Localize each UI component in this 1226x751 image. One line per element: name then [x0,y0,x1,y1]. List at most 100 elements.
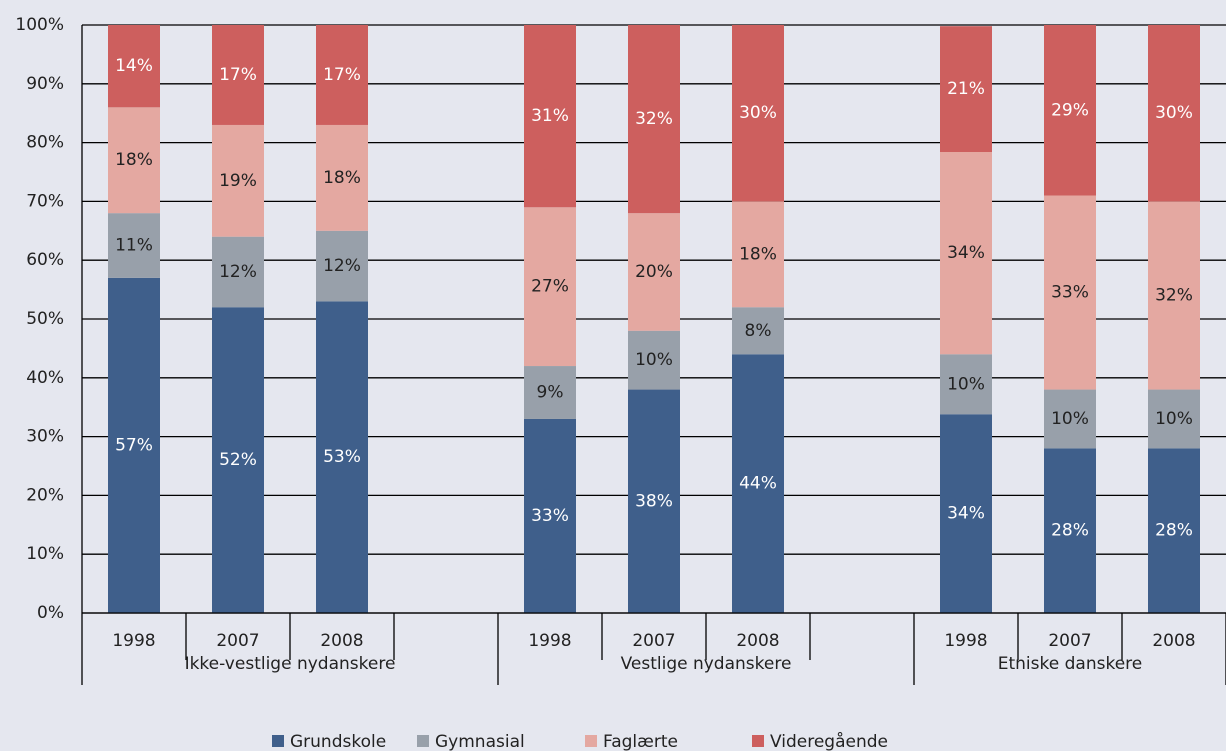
y-tick-label: 0% [37,603,64,623]
y-tick-label: 10% [26,544,64,564]
bar-segment [316,25,368,125]
bar-segment [940,152,992,355]
legend-swatch [585,735,597,747]
data-label: 18% [115,150,153,170]
bar-segment [316,301,368,613]
bar-segment [732,354,784,613]
y-tick-label: 60% [26,250,64,270]
data-label: 32% [1155,285,1193,305]
x-tick-label: 1998 [944,631,987,651]
legend-label: Faglærte [603,732,678,751]
bar-segment [524,418,576,613]
bar-segment [212,236,264,308]
group-label: Vestlige nydanskere [621,654,792,674]
bar-segment [1148,389,1200,449]
bar-segment [1044,25,1096,196]
bar-segment [732,25,784,202]
data-label: 33% [1051,283,1089,303]
data-label: 17% [323,65,361,85]
group-label: Etniske danskere [998,654,1142,674]
y-tick-label: 70% [26,191,64,211]
legend-swatch [752,735,764,747]
data-label: 10% [1051,409,1089,429]
data-label: 17% [219,65,257,85]
bar-segment [108,277,160,613]
data-label: 9% [537,383,564,403]
bar-segment [628,330,680,390]
legend-swatch [417,735,429,747]
x-tick-label: 2007 [632,631,675,651]
data-label: 21% [947,79,985,99]
bar-segment [524,207,576,367]
bar-segment [212,25,264,125]
bar-segment [1044,448,1096,613]
data-label: 34% [947,504,985,524]
data-label: 34% [947,243,985,263]
data-label: 33% [531,506,569,526]
bar-segment [628,389,680,613]
x-tick-label: 2008 [320,631,363,651]
y-tick-label: 90% [26,74,64,94]
bar-segment [732,307,784,355]
y-tick-label: 40% [26,368,64,388]
y-tick-label: 50% [26,309,64,329]
bar-segment [212,307,264,613]
data-label: 18% [739,244,777,264]
data-label: 14% [115,56,153,76]
data-label: 52% [219,450,257,470]
data-label: 12% [323,256,361,276]
data-label: 10% [635,350,673,370]
bar-segment [524,25,576,208]
bar-segment [628,25,680,214]
bar-segment [316,230,368,302]
data-label: 53% [323,447,361,467]
data-label: 12% [219,262,257,282]
bar-segment [108,107,160,214]
bar-segment [940,414,992,613]
bar-segment [1148,201,1200,390]
data-label: 32% [635,109,673,129]
data-label: 28% [1051,521,1089,541]
data-label: 28% [1155,521,1193,541]
y-tick-label: 80% [26,133,64,153]
bar-segment [1148,25,1200,202]
data-label: 20% [635,262,673,282]
x-tick-label: 1998 [112,631,155,651]
x-tick-label: 2007 [1048,631,1091,651]
data-label: 30% [739,103,777,123]
x-tick-label: 2007 [216,631,259,651]
data-label: 38% [635,491,673,511]
data-label: 30% [1155,103,1193,123]
data-label: 19% [219,171,257,191]
bar-segment [108,213,160,278]
legend-swatch [272,735,284,747]
bar-segment [940,354,992,415]
bar-segment [628,213,680,331]
bar-segment [316,124,368,231]
data-label: 44% [739,474,777,494]
bar-segment [732,201,784,308]
bar-segment [524,366,576,419]
group-label: Ikke-vestlige nydanskere [185,654,396,674]
legend-label: Videregående [770,731,888,751]
data-label: 8% [745,321,772,341]
data-label: 31% [531,106,569,126]
legend-label: Gymnasial [435,732,525,751]
bar-segment [108,25,160,108]
legend-label: Grundskole [290,732,386,751]
bar-segment [1148,448,1200,613]
y-tick-label: 30% [26,427,64,447]
data-label: 29% [1051,100,1089,120]
data-label: 27% [531,277,569,297]
data-label: 10% [1155,409,1193,429]
data-label: 11% [115,236,153,256]
data-label: 18% [323,168,361,188]
data-label: 10% [947,374,985,394]
data-label: 57% [115,435,153,455]
bar-segment [1044,389,1096,449]
bar-segment [1044,195,1096,390]
y-tick-label: 100% [15,15,64,35]
bar-segment [212,124,264,237]
x-tick-label: 2008 [736,631,779,651]
